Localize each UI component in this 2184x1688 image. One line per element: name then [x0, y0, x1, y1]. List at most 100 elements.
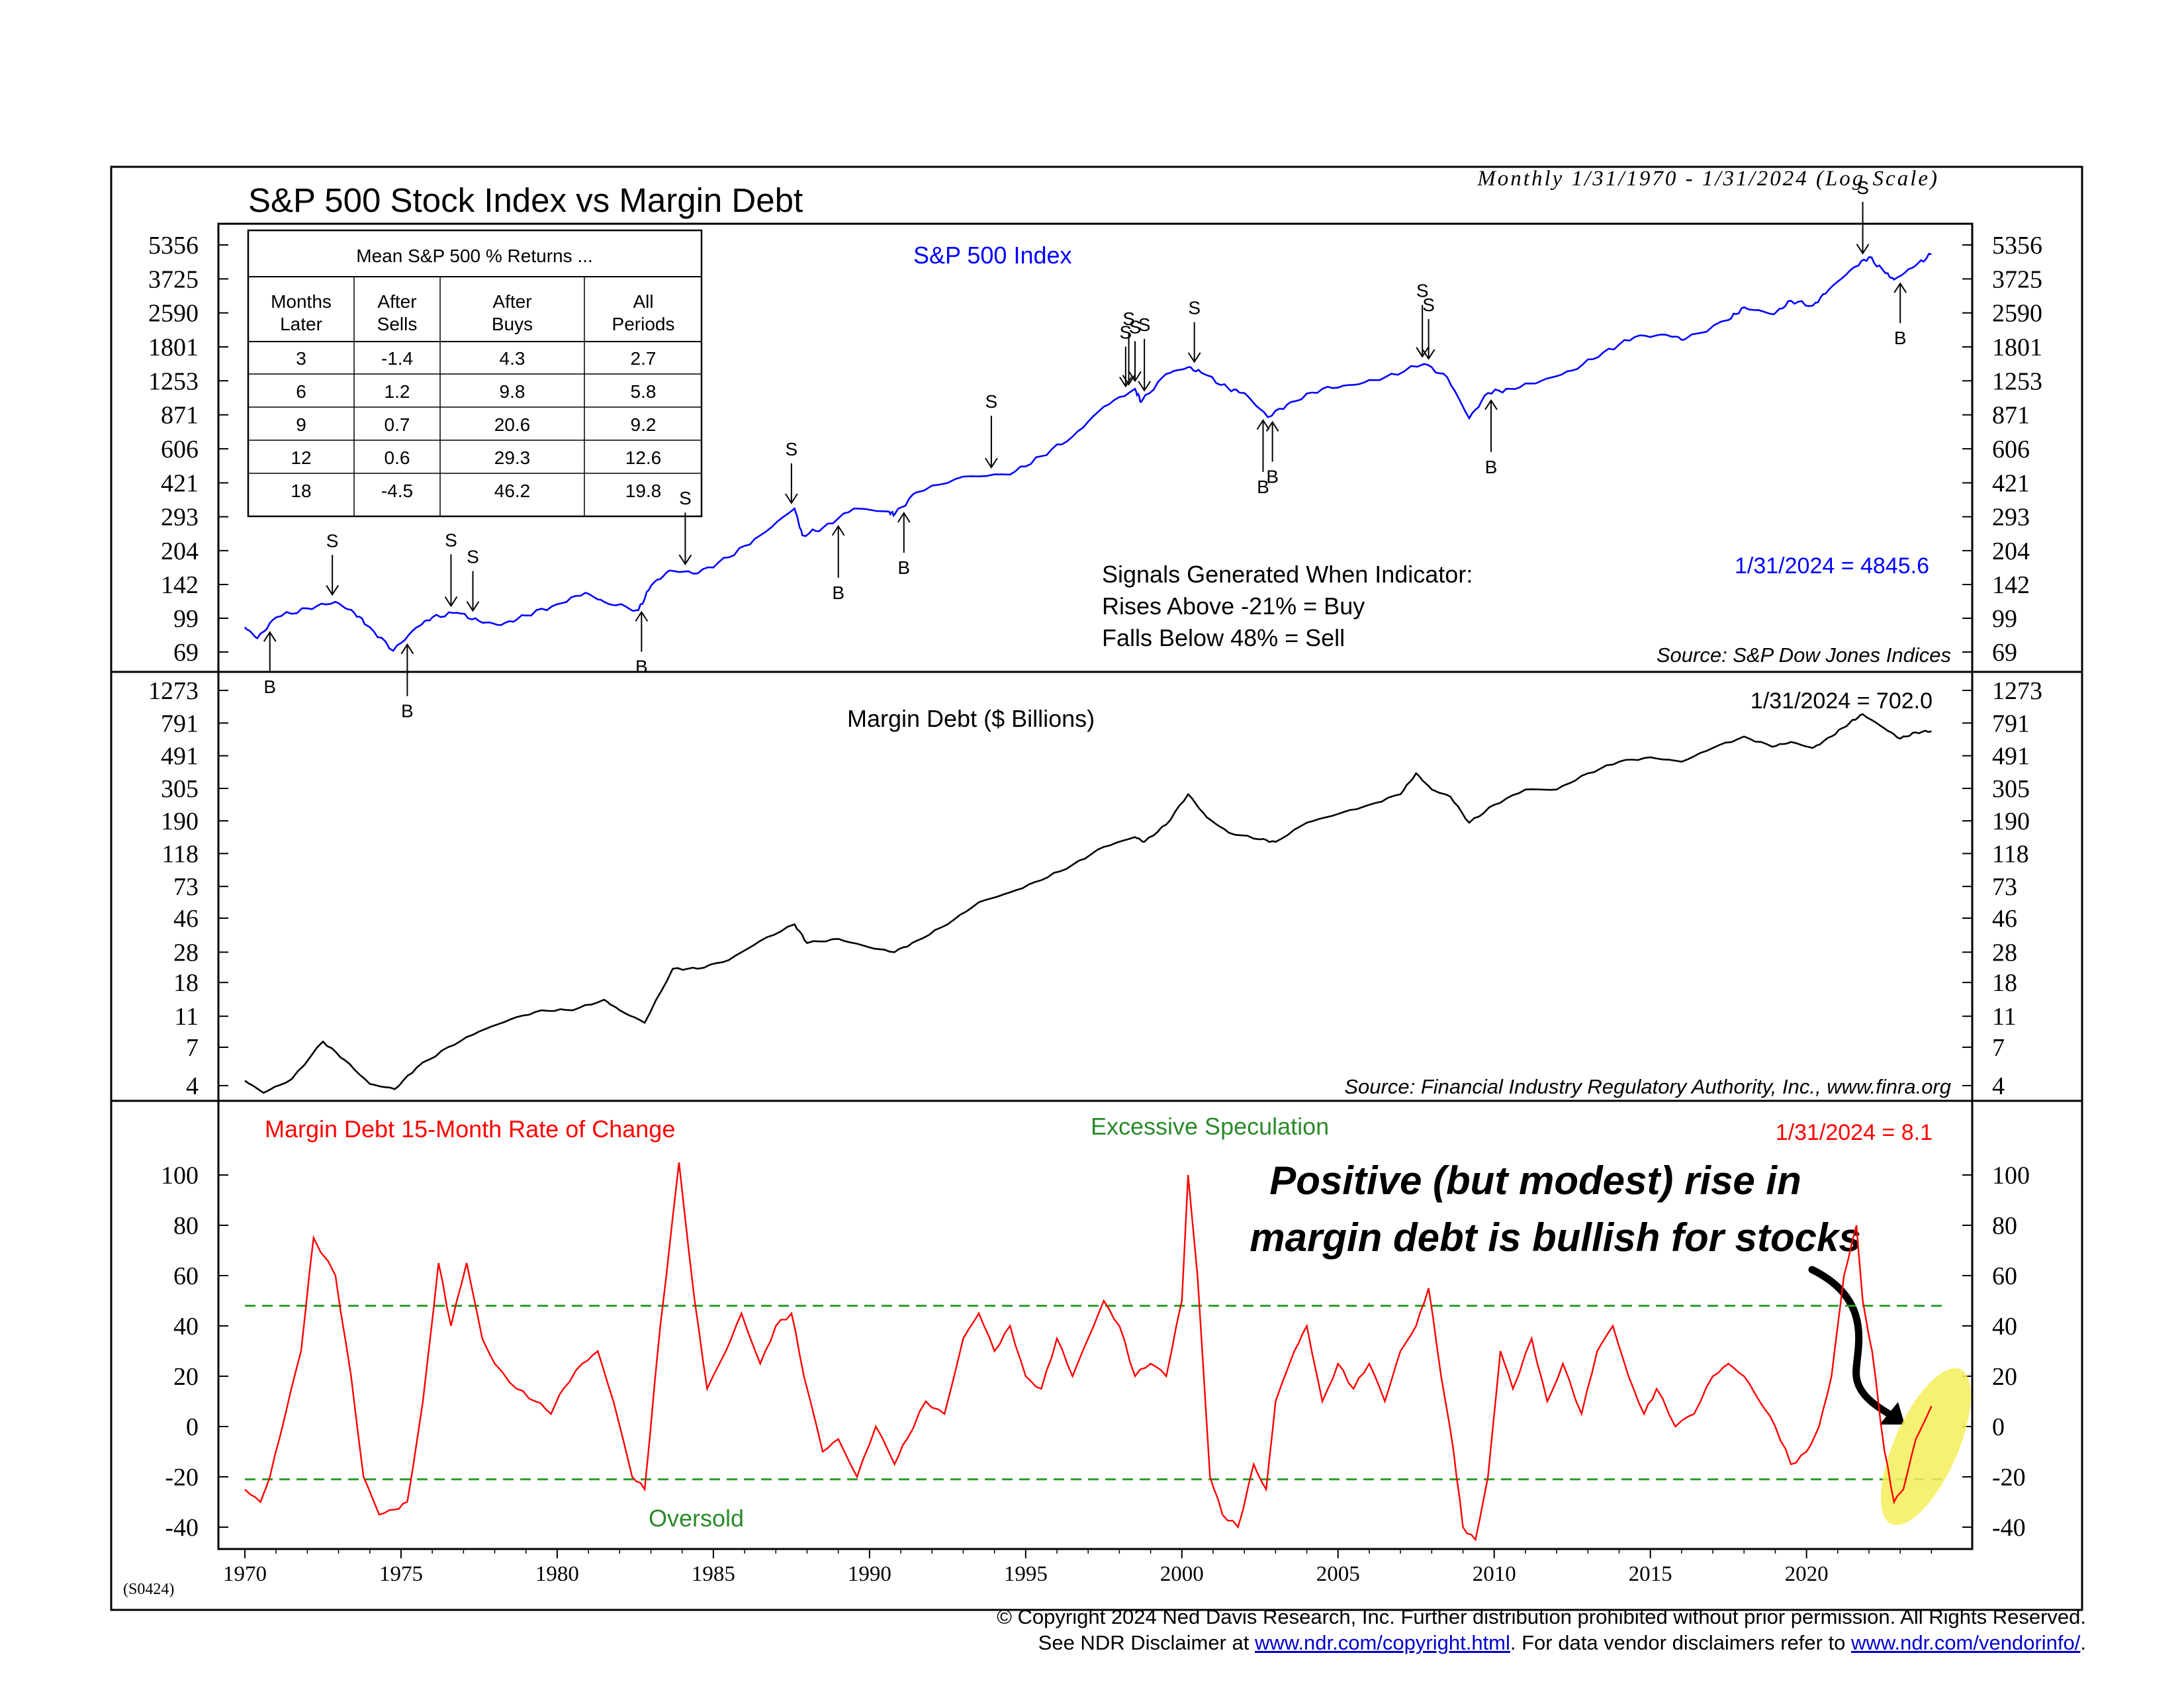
y-tick-label-left: 69: [173, 639, 199, 667]
returns-table-header: Months: [271, 291, 332, 312]
y-tick-label-right: 142: [1992, 571, 2030, 599]
x-tick-label: 2015: [1629, 1562, 1672, 1586]
y-tick-label-right: 1253: [1992, 367, 2042, 395]
buy-signal-label: B: [263, 677, 276, 697]
sell-signal-arrowhead: [1138, 381, 1151, 392]
returns-table-cell: 2.7: [631, 348, 657, 369]
sell-signal-arrowhead: [1416, 347, 1430, 358]
y-tick-label-right: 606: [1992, 436, 2030, 463]
sell-signal-label: S: [679, 488, 692, 508]
roc-series-line: [244, 1162, 1933, 1542]
buy-signal-label: B: [1257, 477, 1269, 497]
buy-signal-arrowhead: [1484, 399, 1498, 410]
sell-signal-label: S: [326, 530, 339, 551]
y-tick-label-right: 3725: [1992, 265, 2042, 293]
y-tick-label-right: 80: [1992, 1212, 2017, 1240]
sp500-last-value: 1/31/2024 = 4845.6: [1735, 553, 1929, 579]
returns-table-cell: 3: [296, 348, 306, 369]
returns-table-cell: -4.5: [381, 481, 413, 501]
sell-signal-label: S: [445, 530, 457, 550]
vendor-info-link[interactable]: www.ndr.com/vendorinfo/: [1851, 1631, 2081, 1654]
y-tick-label-left: 7: [186, 1034, 199, 1062]
y-tick-label-left: 421: [161, 469, 199, 497]
buy-signal-label: B: [401, 701, 414, 722]
sp500-source: Source: S&P Dow Jones Indices: [1657, 643, 1951, 667]
y-tick-label-right: 46: [1992, 905, 2017, 933]
buy-signal-arrowhead: [1256, 418, 1270, 430]
sell-signal-arrowhead: [1187, 352, 1201, 363]
y-tick-label-left: 491: [161, 743, 199, 771]
sell-signal-arrowhead: [444, 596, 458, 608]
y-tick-label-right: 69: [1992, 639, 2017, 667]
y-tick-label-left: 46: [173, 905, 199, 933]
x-tick-label: 2005: [1316, 1562, 1360, 1586]
y-tick-label-right: 100: [1992, 1162, 2030, 1190]
y-tick-label-left: 11: [174, 1003, 199, 1031]
footer-line-2-suffix: .: [2080, 1631, 2086, 1654]
series-layer: [244, 252, 1933, 1542]
returns-table-cell: 18: [291, 481, 311, 501]
sell-signal-label: S: [985, 391, 998, 412]
y-tick-label-right: 73: [1992, 873, 2017, 901]
sell-signal-label: S: [1856, 177, 1869, 198]
y-tick-label-left: 1273: [148, 677, 199, 705]
returns-table-header: Sells: [377, 314, 418, 334]
sp500-label: S&P 500 Index: [913, 242, 1072, 269]
buy-signal-arrowhead: [635, 610, 649, 622]
y-tick-label-right: 491: [1992, 743, 2030, 771]
sell-signal-label: S: [1138, 314, 1151, 335]
annotation-line-2: margin debt is bullish for stocks: [1250, 1215, 1861, 1260]
y-tick-label-right: 28: [1992, 939, 2017, 966]
margin-debt-series-line: [244, 713, 1932, 1094]
returns-table-title: Mean S&P 500 % Returns ...: [356, 246, 592, 266]
returns-table-cell: 0.6: [385, 447, 410, 468]
buy-signal-arrowhead: [263, 631, 277, 642]
y-tick-label-left: 305: [161, 775, 199, 803]
y-tick-label-left: 1253: [148, 367, 199, 395]
y-tick-label-left: 204: [161, 538, 199, 565]
recent-value-highlight: [1880, 1368, 1972, 1525]
footer-disclaimer: See NDR Disclaimer at www.ndr.com/copyri…: [365, 1631, 2086, 1655]
y-tick-label-right: 18: [1992, 969, 2017, 997]
threshold-layer: [245, 1305, 1947, 1481]
signals-line-1: Signals Generated When Indicator:: [1102, 561, 1473, 588]
y-tick-label-right: 60: [1992, 1262, 2017, 1290]
y-tick-label-right: 20: [1992, 1363, 2017, 1391]
y-tick-label-right: 305: [1992, 775, 2030, 803]
sell-signal-arrowhead: [1118, 376, 1132, 388]
sell-signal-arrowhead: [1856, 244, 1870, 255]
returns-table-cell: 9.8: [500, 381, 525, 402]
returns-table-header: Later: [280, 314, 322, 334]
footer-copyright: © Copyright 2024 Ned Davis Research, Inc…: [365, 1605, 2086, 1629]
y-tick-label-left: 5356: [148, 232, 199, 259]
y-tick-label-left: 2590: [148, 300, 199, 328]
returns-table-cell: 1.2: [385, 381, 410, 402]
y-tick-label-right: 2590: [1992, 300, 2042, 328]
sell-signal-arrowhead: [785, 493, 798, 504]
x-tick-label: 1980: [535, 1562, 579, 1586]
y-tick-label-left: 20: [173, 1363, 199, 1391]
x-tick-label: 2010: [1473, 1562, 1516, 1586]
returns-table-header: After: [492, 291, 531, 312]
sell-signal-arrowhead: [326, 585, 339, 596]
y-tick-label-left: 100: [161, 1162, 199, 1190]
y-tick-label-right: 204: [1992, 538, 2030, 565]
copyright-link[interactable]: www.ndr.com/copyright.html: [1254, 1631, 1510, 1654]
sell-signal-arrowhead: [1128, 371, 1142, 383]
x-tick-label: 1990: [848, 1562, 891, 1586]
y-tick-label-left: 60: [173, 1262, 199, 1290]
y-tick-label-left: 4: [186, 1072, 199, 1100]
annotation-line-1: Positive (but modest) rise in: [1269, 1158, 1801, 1203]
chart-title: S&P 500 Stock Index vs Margin Debt: [248, 181, 803, 219]
sell-signal-arrowhead: [466, 601, 480, 612]
margin-debt-source: Source: Financial Industry Regulatory Au…: [1344, 1075, 1951, 1098]
footer-line-1: © Copyright 2024 Ned Davis Research, Inc…: [997, 1605, 2086, 1628]
y-tick-label-left: 1801: [148, 334, 199, 361]
roc-last-value: 1/31/2024 = 8.1: [1776, 1120, 1933, 1145]
y-tick-label-left: 293: [161, 504, 199, 532]
buy-signal-arrowhead: [400, 643, 414, 655]
roc-label: Margin Debt 15-Month Rate of Change: [265, 1115, 675, 1143]
